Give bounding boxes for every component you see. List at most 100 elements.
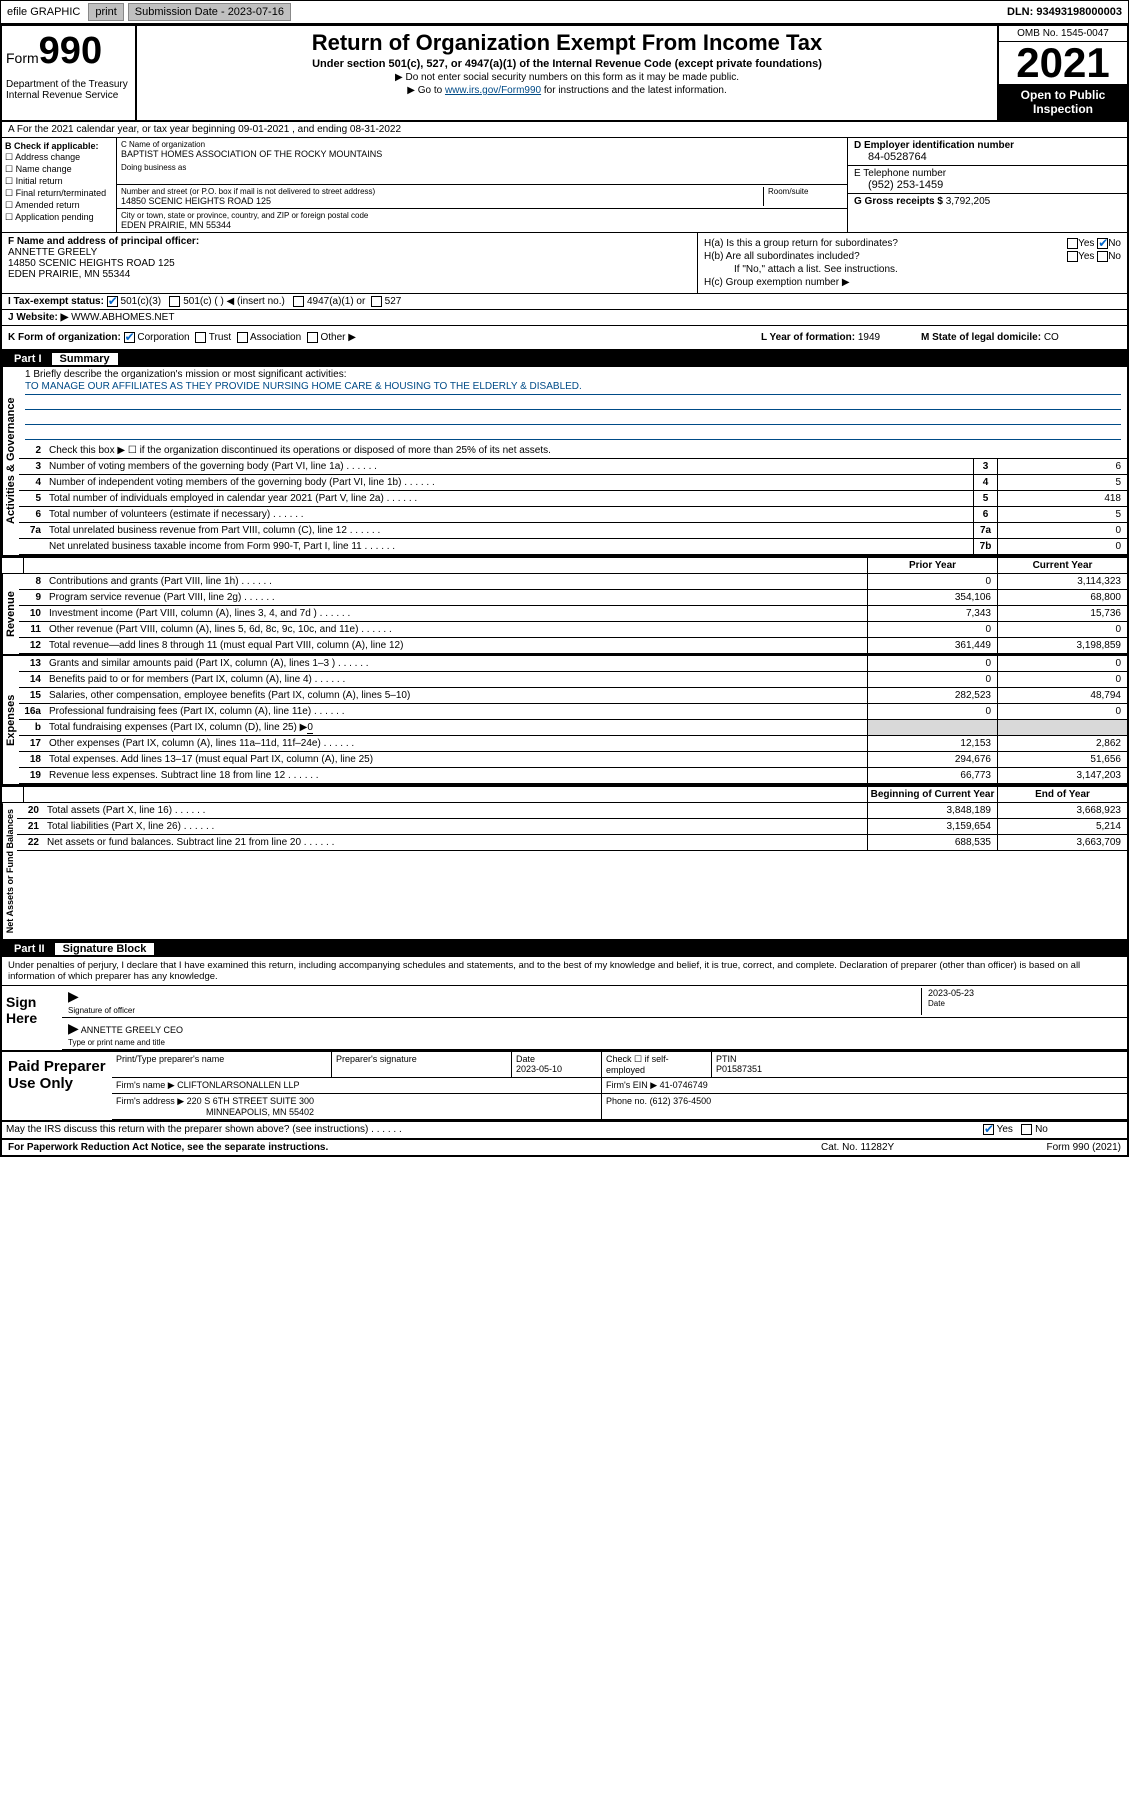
hb-label: H(b) Are all subordinates included?: [704, 251, 860, 262]
hb-yes[interactable]: [1067, 251, 1078, 262]
val-6: 5: [997, 507, 1127, 522]
org-name: BAPTIST HOMES ASSOCIATION OF THE ROCKY M…: [121, 149, 843, 159]
ein-label: D Employer identification number: [854, 140, 1121, 151]
firm-ein: 41-0746749: [660, 1080, 708, 1090]
row-a-tax-year: A For the 2021 calendar year, or tax yea…: [2, 122, 1127, 138]
dln: DLN: 93493198000003: [1001, 4, 1128, 20]
chk-initial[interactable]: ☐ Initial return: [5, 176, 113, 187]
firm-phone: (612) 376-4500: [650, 1096, 712, 1106]
firm-addr2: MINNEAPOLIS, MN 55402: [206, 1107, 314, 1117]
year-formation: 1949: [858, 332, 880, 343]
chk-trust[interactable]: [195, 332, 206, 343]
header-right: OMB No. 1545-0047 2021 Open to Public In…: [997, 26, 1127, 120]
page-footer: For Paperwork Reduction Act Notice, see …: [2, 1140, 1127, 1155]
submission-date: Submission Date - 2023-07-16: [128, 3, 291, 21]
hc-label: H(c) Group exemption number ▶: [704, 277, 1121, 288]
mission-block: 1 Briefly describe the organization's mi…: [19, 367, 1127, 443]
street-value: 14850 SCENIC HEIGHTS ROAD 125: [121, 196, 763, 206]
val-4: 5: [997, 475, 1127, 490]
hb-note: If "No," attach a list. See instructions…: [704, 264, 1121, 275]
signature-block: Under penalties of perjury, I declare th…: [2, 957, 1127, 1052]
chk-address[interactable]: ☐ Address change: [5, 152, 113, 163]
officer-label: F Name and address of principal officer:: [8, 236, 691, 247]
cat-no: Cat. No. 11282Y: [821, 1142, 971, 1153]
netassets-section: Net Assets or Fund Balances 20Total asse…: [2, 803, 1127, 941]
prep-date: 2023-05-10: [516, 1064, 562, 1074]
ptin: P01587351: [716, 1064, 762, 1074]
ha-no[interactable]: [1097, 238, 1108, 249]
print-button[interactable]: print: [88, 3, 123, 21]
form-990: Form990 Department of the Treasury Inter…: [0, 24, 1129, 1157]
efile-label: efile GRAPHIC: [1, 4, 86, 20]
sig-date: 2023-05-23: [928, 988, 974, 998]
ha-label: H(a) Is this a group return for subordin…: [704, 238, 898, 249]
perjury-declaration: Under penalties of perjury, I declare th…: [2, 957, 1127, 985]
officer-addr1: 14850 SCENIC HEIGHTS ROAD 125: [8, 258, 691, 269]
dba-label: Doing business as: [121, 163, 843, 172]
sign-here-label: Sign Here: [2, 986, 62, 1050]
col-h-group: H(a) Is this a group return for subordin…: [697, 233, 1127, 293]
chk-name[interactable]: ☐ Name change: [5, 164, 113, 175]
chk-527[interactable]: [371, 296, 382, 307]
part2-header: Part II Signature Block: [2, 941, 1127, 957]
part1-header: Part I Summary: [2, 351, 1127, 367]
hdr-prior: Prior Year: [867, 558, 997, 573]
val-3: 6: [997, 459, 1127, 474]
chk-corp[interactable]: [124, 332, 135, 343]
discuss-yes[interactable]: [983, 1124, 994, 1135]
note-goto: ▶ Go to www.irs.gov/Form990 for instruct…: [143, 85, 991, 96]
chk-assoc[interactable]: [237, 332, 248, 343]
form-subtitle: Under section 501(c), 527, or 4947(a)(1)…: [143, 58, 991, 70]
prior-current-header: Prior Year Current Year: [2, 557, 1127, 574]
org-name-label: C Name of organization: [121, 140, 843, 149]
label-revenue: Revenue: [2, 574, 19, 654]
chk-app-pending[interactable]: ☐ Application pending: [5, 212, 113, 223]
section-bcd: B Check if applicable: ☐ Address change …: [2, 138, 1127, 233]
paid-preparer: Paid Preparer Use Only Print/Type prepar…: [2, 1052, 1127, 1122]
summary-section: Activities & Governance 1 Briefly descri…: [2, 367, 1127, 557]
hdr-beginning: Beginning of Current Year: [867, 787, 997, 802]
row-j: J Website: ▶ WWW.ABHOMES.NET: [2, 310, 1127, 326]
tel-value: (952) 253-1459: [854, 179, 1121, 191]
pra-notice: For Paperwork Reduction Act Notice, see …: [8, 1142, 821, 1153]
discuss-row: May the IRS discuss this return with the…: [2, 1122, 1127, 1139]
tel-label: E Telephone number: [854, 168, 1121, 179]
street-label: Number and street (or P.O. box if mail i…: [121, 187, 763, 196]
chk-amended[interactable]: ☐ Amended return: [5, 200, 113, 211]
discuss-no[interactable]: [1021, 1124, 1032, 1135]
form-title: Return of Organization Exempt From Incom…: [143, 30, 991, 56]
beg-end-header: Beginning of Current Year End of Year: [2, 786, 1127, 803]
col-b-header: B Check if applicable:: [5, 141, 113, 151]
hb-no[interactable]: [1097, 251, 1108, 262]
gross-label: G Gross receipts $: [854, 196, 943, 207]
ein-value: 84-0528764: [854, 151, 1121, 163]
open-inspection: Open to Public Inspection: [999, 84, 1127, 120]
val-5: 418: [997, 491, 1127, 506]
label-activities-governance: Activities & Governance: [2, 367, 19, 555]
chk-other[interactable]: [307, 332, 318, 343]
chk-4947[interactable]: [293, 296, 304, 307]
note-ssn: ▶ Do not enter social security numbers o…: [143, 72, 991, 83]
form-number: 990: [39, 30, 102, 72]
hdr-end: End of Year: [997, 787, 1127, 802]
col-d: D Employer identification number 84-0528…: [847, 138, 1127, 232]
room-label: Room/suite: [768, 187, 843, 196]
col-b-checkboxes: B Check if applicable: ☐ Address change …: [2, 138, 117, 232]
irs-link[interactable]: www.irs.gov/Form990: [445, 85, 541, 96]
mission-text: TO MANAGE OUR AFFILIATES AS THEY PROVIDE…: [25, 381, 1121, 395]
chk-501c3[interactable]: [107, 296, 118, 307]
city-label: City or town, state or province, country…: [121, 211, 843, 220]
gross-value: 3,792,205: [946, 196, 991, 207]
firm-addr1: 220 S 6TH STREET SUITE 300: [187, 1096, 314, 1106]
state-domicile: CO: [1044, 332, 1059, 343]
val-7b: 0: [997, 539, 1127, 554]
chk-final[interactable]: ☐ Final return/terminated: [5, 188, 113, 199]
ha-yes[interactable]: [1067, 238, 1078, 249]
top-toolbar: efile GRAPHIC print Submission Date - 20…: [0, 0, 1129, 24]
row-i: I Tax-exempt status: 501(c)(3) 501(c) ( …: [2, 294, 1127, 310]
dept-treasury: Department of the Treasury Internal Reve…: [6, 79, 131, 101]
chk-501c[interactable]: [169, 296, 180, 307]
tax-year: 2021: [999, 42, 1127, 84]
form-ref: Form 990 (2021): [971, 1142, 1121, 1153]
paid-preparer-label: Paid Preparer Use Only: [2, 1052, 112, 1120]
